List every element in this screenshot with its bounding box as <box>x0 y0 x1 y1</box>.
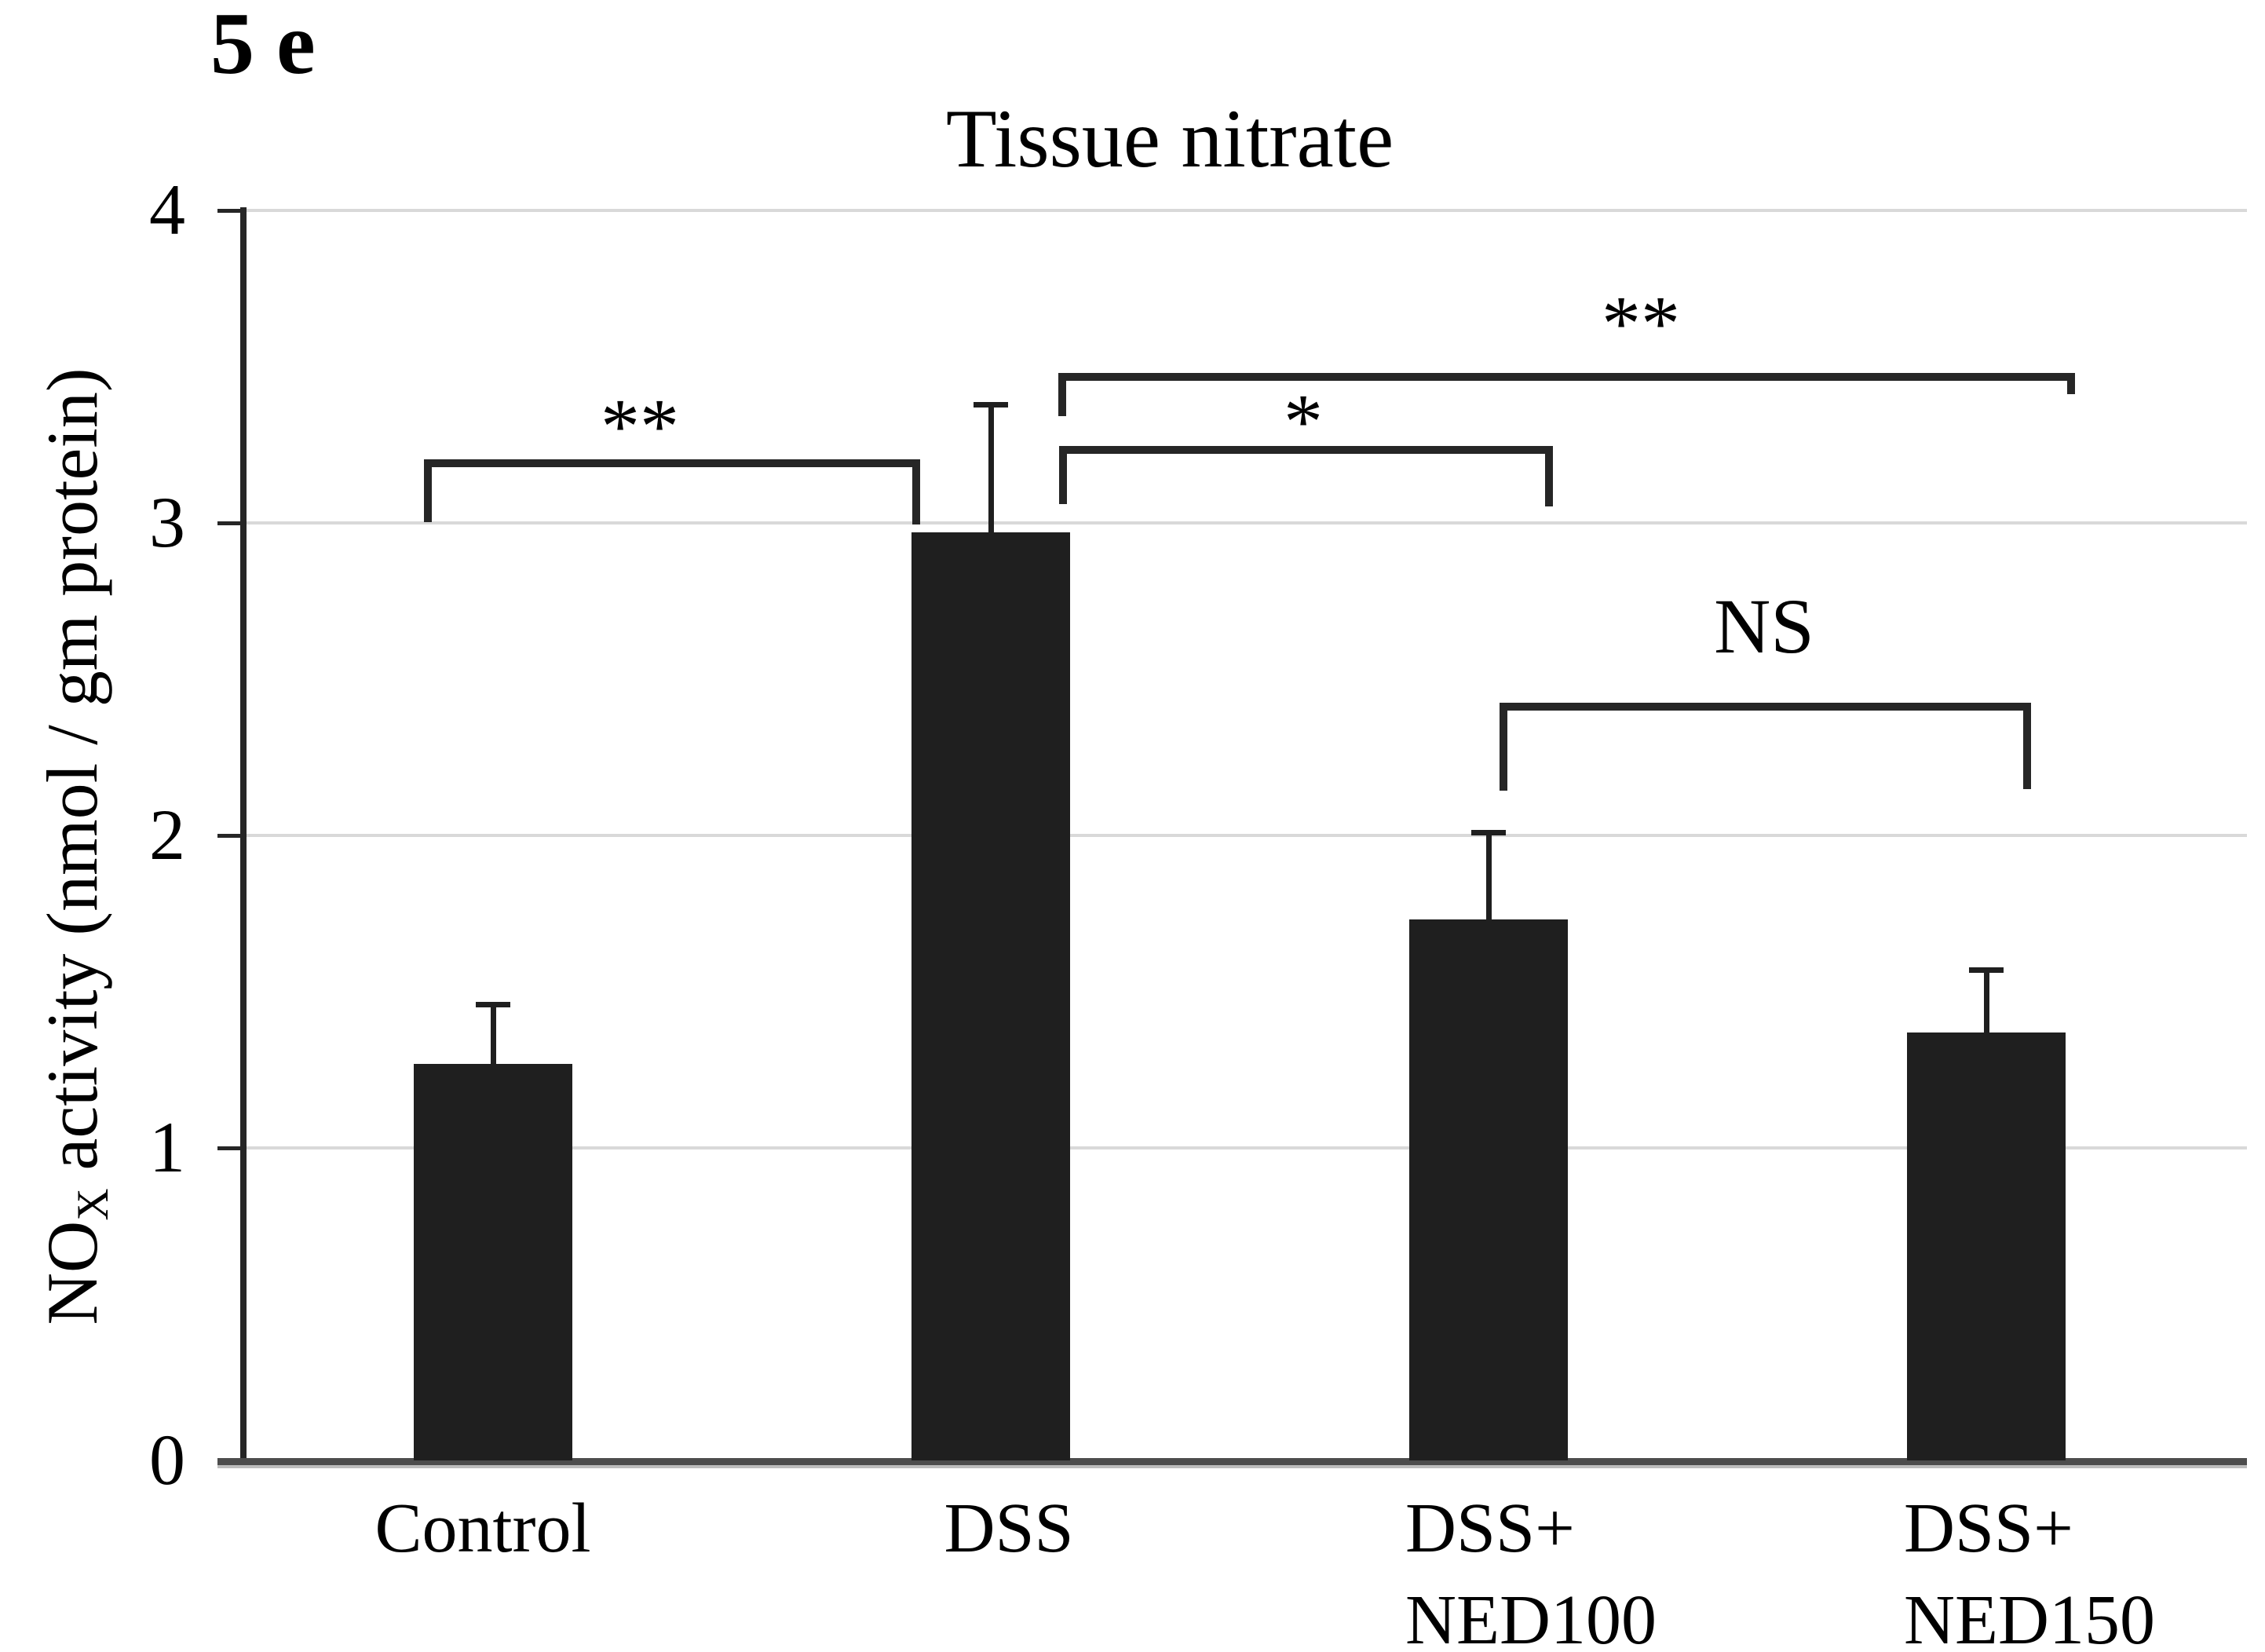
error-bar-cap-DSS <box>974 401 1008 408</box>
error-bar-cap-DSS+NED150 <box>1969 967 2004 974</box>
gridline-y-4 <box>243 209 2247 212</box>
bar-DSS <box>911 532 1070 1460</box>
significance-bracket-left-drop <box>1500 703 1507 791</box>
x-category-label-DSS: DSS <box>944 1482 1073 1574</box>
figure-panel-label: 5 e <box>210 0 316 93</box>
y-axis-tick-2 <box>217 834 243 838</box>
error-bar-stem-DSS+NED150 <box>1984 970 1989 1032</box>
significance-bracket-left-drop <box>1058 373 1066 416</box>
gridline-y-3 <box>243 521 2247 524</box>
y-tick-label-1: 1 <box>149 1107 185 1187</box>
x-category-label-DSS+NED100: DSS+ NED100 <box>1405 1482 1657 1652</box>
significance-label-star: * <box>1284 378 1323 465</box>
bar-DSS+NED150 <box>1907 1032 2066 1460</box>
x-category-label-line: DSS+ <box>1904 1489 2073 1567</box>
x-category-label-line: Control <box>374 1489 591 1567</box>
error-bar-cap-DSS+NED100 <box>1471 830 1506 836</box>
y-tick-label-4: 4 <box>149 170 185 250</box>
x-category-label-line: DSS <box>944 1489 1074 1567</box>
significance-label-starstar: ** <box>1602 280 1680 367</box>
x-category-label-line: NED150 <box>1904 1581 2155 1652</box>
bar-Control <box>414 1063 572 1460</box>
y-axis-tick-3 <box>217 521 243 525</box>
significance-bracket-right-drop <box>912 459 920 524</box>
significance-bracket-DSS-DSS+NED100 <box>1059 446 1553 454</box>
gridline-y-2 <box>243 834 2247 837</box>
x-axis-shadow-line <box>217 1465 2247 1468</box>
significance-label-starstar: ** <box>601 382 679 470</box>
significance-label-NS: NS <box>1714 583 1814 670</box>
significance-bracket-DSS-DSS+NED150 <box>1058 373 2075 381</box>
gridline-y-1 <box>243 1146 2247 1149</box>
y-axis-line <box>240 207 247 1465</box>
y-tick-label-2: 2 <box>149 795 185 875</box>
x-axis-line <box>217 1458 2247 1465</box>
significance-bracket-right-drop <box>2023 703 2031 789</box>
x-category-label-line: NED100 <box>1405 1581 1657 1652</box>
x-category-label-DSS+NED150: DSS+ NED150 <box>1904 1482 2155 1652</box>
error-bar-stem-Control <box>491 1003 496 1064</box>
error-bar-cap-Control <box>476 1001 510 1007</box>
y-tick-label-3: 3 <box>149 482 185 562</box>
y-axis-tick-4 <box>217 209 243 213</box>
chart-title: Tissue nitrate <box>945 93 1394 185</box>
error-bar-stem-DSS <box>988 404 994 532</box>
significance-bracket-right-drop <box>2067 373 2075 394</box>
x-category-label-line: DSS+ <box>1405 1489 1575 1567</box>
y-tick-label-0: 0 <box>149 1420 185 1500</box>
significance-bracket-left-drop <box>1059 446 1067 504</box>
significance-bracket-Control-DSS <box>424 459 920 467</box>
bar-DSS+NED100 <box>1409 919 1568 1460</box>
significance-bracket-right-drop <box>1545 446 1553 506</box>
error-bar-stem-DSS+NED100 <box>1486 832 1492 920</box>
y-axis-tick-1 <box>217 1146 243 1150</box>
x-category-label-Control: Control <box>374 1482 590 1574</box>
significance-bracket-DSS+NED100-DSS+NED150 <box>1500 703 2031 711</box>
significance-bracket-left-drop <box>424 459 432 522</box>
